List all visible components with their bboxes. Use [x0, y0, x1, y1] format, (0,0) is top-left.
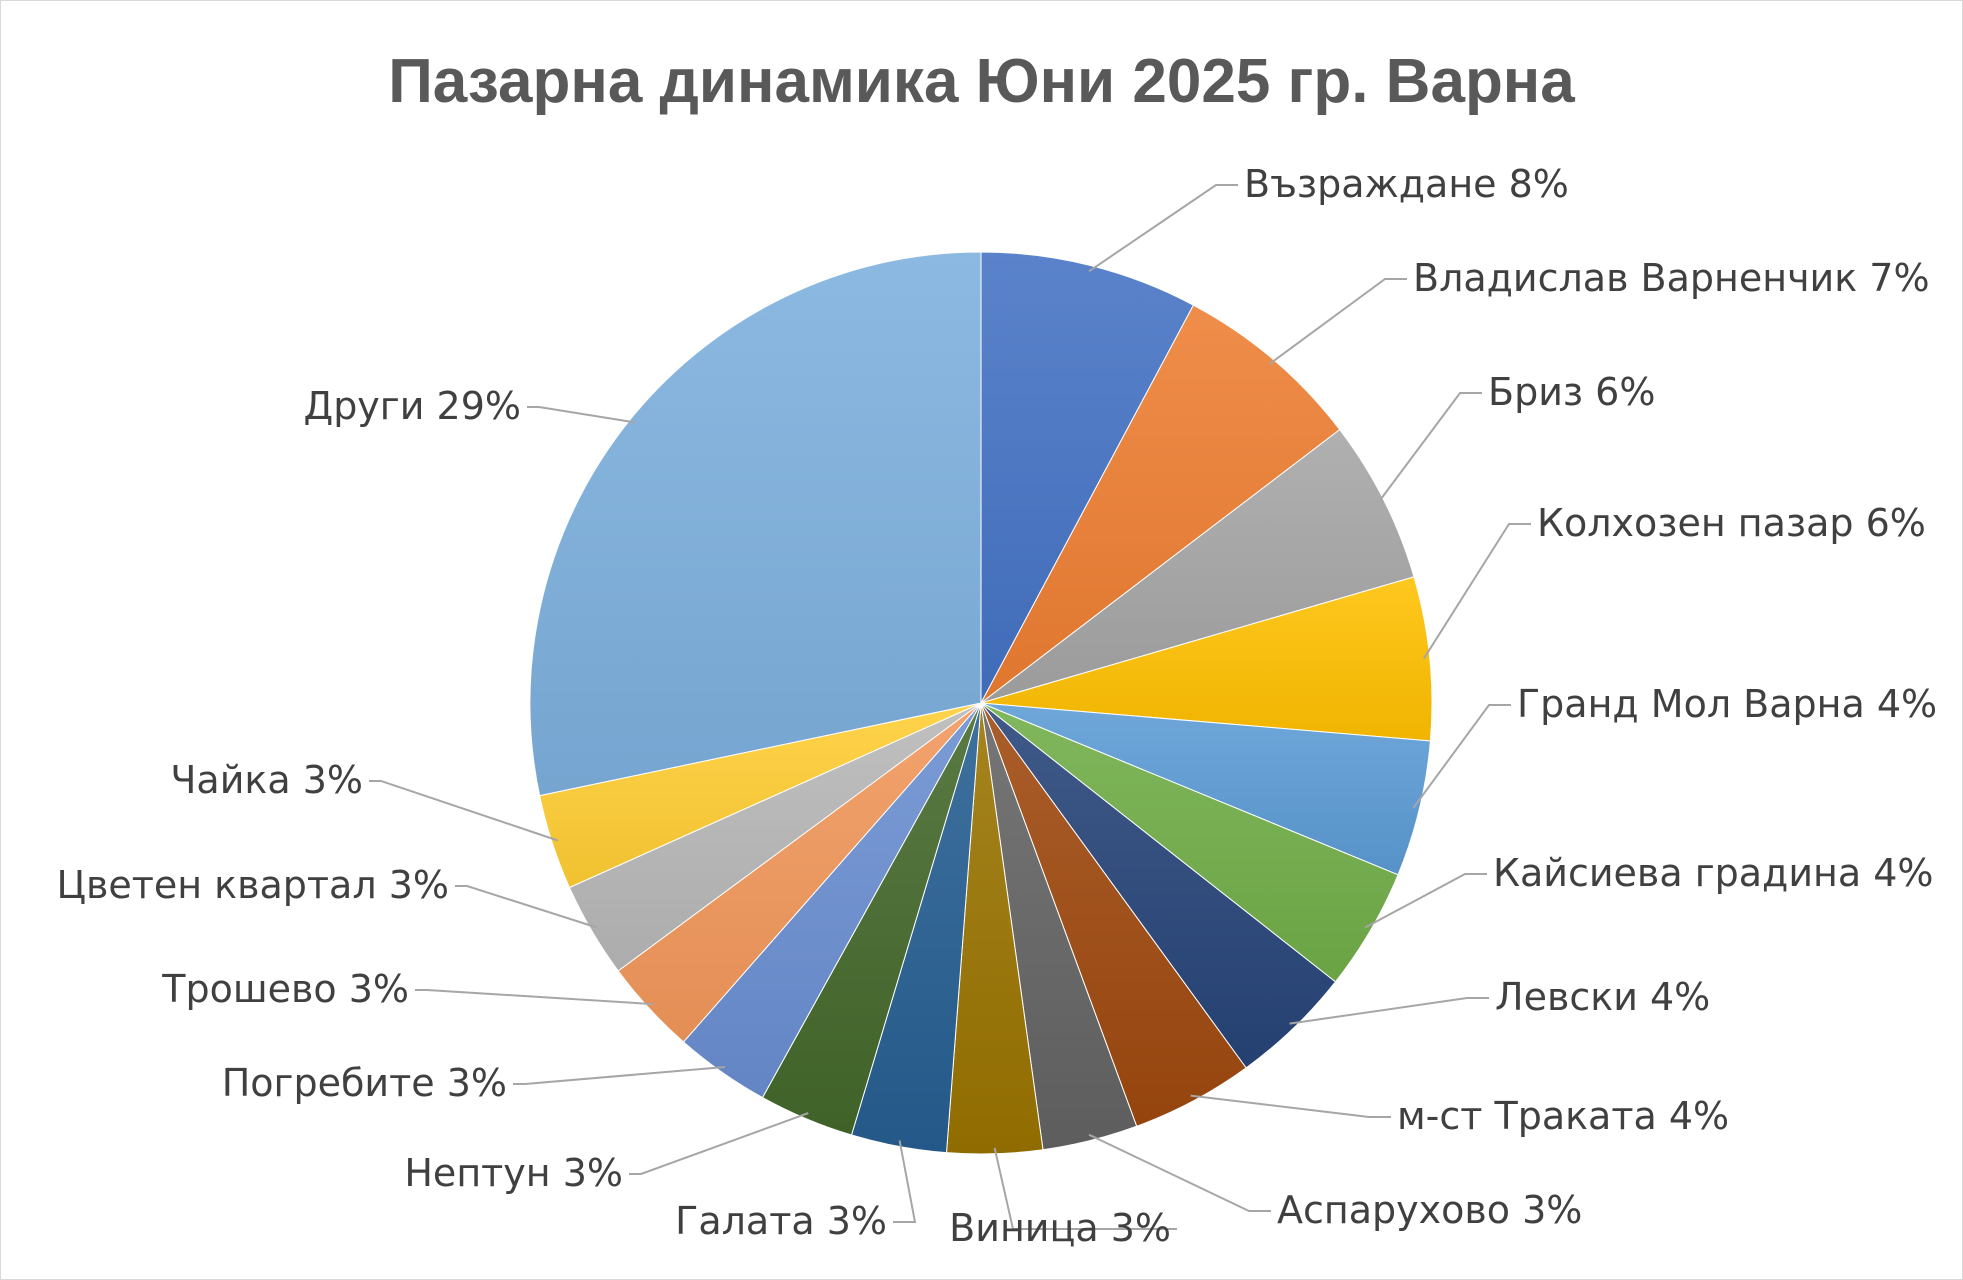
leader-line [629, 1112, 809, 1175]
pie-slice [980, 428, 1415, 704]
slice-label: Погребите 3% [222, 1061, 507, 1105]
pie-slice [980, 251, 1195, 704]
leader-line [1377, 392, 1482, 504]
leader-line [1190, 1094, 1391, 1118]
slice-label: Гранд Мол Варна 4% [1517, 682, 1937, 726]
leader-line [1268, 278, 1407, 365]
pie-slice [980, 304, 1341, 704]
leader-line [369, 780, 559, 842]
leader-line [1088, 184, 1238, 273]
slice-label: Галата 3% [675, 1199, 887, 1243]
slice-label: Чайка 3% [170, 758, 363, 802]
leader-line [455, 885, 598, 929]
slice-label: Бриз 6% [1488, 370, 1655, 414]
chart-title: Пазарна динамика Юни 2025 гр. Варна [388, 47, 1575, 116]
leader-line [1289, 997, 1489, 1025]
leader-line [1412, 704, 1511, 809]
slice-label: Трошево 3% [161, 967, 409, 1011]
leader-line [893, 1140, 917, 1223]
leader-line [1364, 873, 1487, 929]
slice-label: Виница 3% [949, 1206, 1171, 1250]
leader-line [527, 406, 636, 424]
slice-label: Нептун 3% [404, 1151, 623, 1195]
slice-label: Владислав Варненчик 7% [1413, 256, 1930, 300]
slice-label: Левски 4% [1495, 975, 1710, 1019]
slice-label: Цветен квартал 3% [56, 863, 449, 907]
slice-label: Аспарухово 3% [1277, 1188, 1582, 1232]
leader-line [1088, 1133, 1271, 1212]
slice-label: Колхозен пазар 6% [1537, 501, 1926, 545]
slice-label: м-ст Траката 4% [1397, 1094, 1729, 1138]
pie-slice [529, 251, 982, 797]
leader-line [1422, 523, 1531, 660]
leader-line [415, 989, 654, 1006]
slice-label: Кайсиева градина 4% [1493, 851, 1934, 895]
slice-label: Други 29% [304, 384, 522, 428]
pie-slice [980, 576, 1433, 742]
leader-line [513, 1066, 726, 1085]
slice-label: Възраждане 8% [1244, 162, 1569, 206]
leader-line [993, 1147, 1177, 1230]
